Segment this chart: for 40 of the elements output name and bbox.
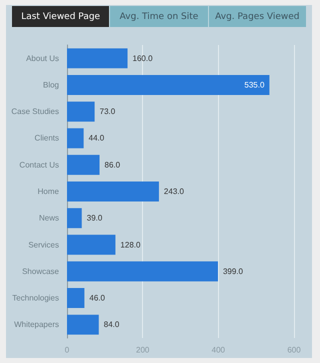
data-label: 46.0 — [89, 294, 106, 303]
y-tick-label: Blog — [42, 80, 59, 90]
y-tick-label: About Us — [26, 54, 59, 63]
bar — [67, 314, 99, 335]
bar — [67, 182, 159, 202]
bar — [67, 234, 116, 255]
data-label: 44.0 — [88, 134, 105, 143]
bar — [67, 261, 218, 282]
data-label: 243.0 — [164, 187, 185, 196]
y-tick-label: Showcase — [22, 266, 60, 276]
data-label: 535.0 — [244, 80, 265, 90]
bar — [67, 48, 128, 68]
data-label: 128.0 — [120, 240, 141, 250]
y-tick-label: Whitepapers — [14, 320, 59, 330]
y-tick-label: Services — [28, 240, 59, 250]
data-label: 399.0 — [222, 266, 244, 276]
text: Avg. Pages Viewed — [208, 6, 306, 27]
bar — [67, 154, 100, 175]
data-label: 73.0 — [100, 107, 116, 116]
bar — [67, 208, 82, 228]
y-tick-label: Home — [38, 187, 60, 196]
data-label: 84.0 — [104, 320, 120, 330]
y-tick-label: Technologies — [12, 294, 59, 303]
y-tick-label: Clients — [34, 134, 59, 143]
x-tick-label: 200 — [136, 346, 150, 354]
bar — [67, 128, 84, 148]
x-tick-label: 400 — [212, 346, 226, 354]
data-label: 160.0 — [132, 54, 154, 63]
x-tick-label: 600 — [287, 346, 302, 354]
y-tick-label: Contact Us — [19, 160, 59, 170]
chart-title: Last Viewed Page — [12, 6, 110, 27]
data-label: 86.0 — [104, 160, 121, 170]
bar — [67, 102, 95, 122]
bar — [67, 288, 84, 308]
text: Avg. Time on Site — [109, 6, 208, 27]
data-label: 39.0 — [86, 214, 103, 223]
bar — [67, 74, 270, 95]
x-tick-label: 0 — [64, 346, 70, 354]
y-tick-label: Case Studies — [11, 107, 59, 116]
y-tick-label: News — [38, 214, 59, 223]
